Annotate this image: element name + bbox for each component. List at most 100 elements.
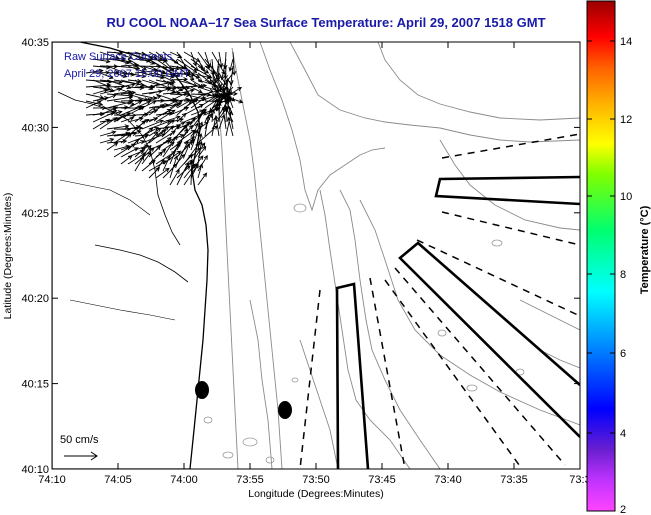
colorbar-tick-label: 8: [620, 269, 626, 281]
current-vector-arrow: [99, 137, 115, 144]
current-vector-arrow: [141, 131, 159, 151]
colorbar-tick-label: 4: [620, 428, 626, 440]
current-vector-arrow: [176, 140, 189, 165]
current-vector-arrow: [106, 142, 119, 151]
current-vector-arrow: [148, 145, 162, 158]
current-vector-arrow: [106, 100, 133, 109]
current-vector-arrow: [127, 78, 143, 84]
current-vector-arrow: [148, 87, 172, 95]
current-vector-arrow: [127, 106, 146, 116]
current-vector-arrow: [85, 100, 102, 109]
current-vector-arrow: [92, 118, 111, 130]
land-area: [52, 42, 209, 469]
current-vector-arrow: [99, 94, 117, 102]
surface-current-vectors: [85, 50, 244, 186]
current-vector-arrow: [162, 155, 171, 172]
current-vector-arrow: [176, 88, 195, 95]
current-vector-arrow: [210, 108, 216, 123]
colorbar-tick-label: 12: [620, 114, 632, 126]
current-vector-arrow: [99, 87, 123, 95]
current-vector-arrow: [155, 65, 180, 71]
current-vector-arrow: [85, 83, 112, 88]
current-vector-arrow: [190, 86, 203, 94]
current-vector-arrow: [183, 163, 196, 179]
current-vector-arrow: [183, 83, 208, 88]
contour-blobs: [203, 203, 525, 464]
radar-sector-dashed-lines: [299, 133, 580, 469]
current-vector-arrow: [113, 143, 136, 158]
current-vector-arrow: [218, 86, 243, 102]
current-vector-arrow: [106, 124, 130, 130]
current-vector-arrow: [113, 72, 128, 78]
y-tick-label: 40:20: [21, 293, 49, 305]
current-vector-arrow: [176, 153, 193, 172]
colorbar-tick-label: 2: [620, 504, 626, 515]
current-vector-arrow: [120, 82, 136, 88]
current-vector-arrow: [155, 167, 170, 179]
current-vector-arrow: [197, 163, 204, 179]
current-vector-arrow: [141, 159, 156, 172]
current-vector-arrow: [176, 138, 195, 158]
colorbar-tick-label: 14: [620, 36, 632, 48]
current-vector-arrow: [148, 127, 162, 137]
current-vector-arrow: [99, 106, 119, 116]
x-axis-label: Longitude (Degrees:Minutes): [248, 488, 383, 500]
current-vector-arrow: [204, 115, 211, 137]
current-vector-arrow: [85, 68, 104, 74]
x-tick-label: 74:05: [104, 474, 132, 486]
current-vector-arrow: [169, 92, 188, 102]
current-vector-arrow: [169, 124, 180, 137]
current-vector-arrow: [225, 110, 233, 137]
river-line-2: [94, 244, 189, 283]
current-vector-arrow: [99, 72, 114, 79]
x-tick-label: 73:55: [236, 474, 264, 486]
current-vector-arrow: [176, 65, 195, 81]
current-vector-arrow: [148, 151, 164, 165]
current-vector-arrow: [162, 72, 181, 78]
current-vector-arrow: [190, 96, 206, 109]
current-vector-arrow: [221, 106, 227, 130]
current-vector-arrow: [141, 119, 164, 130]
current-vector-arrow: [190, 129, 199, 151]
current-vector-arrow: [216, 65, 221, 81]
current-vector-arrow: [197, 172, 208, 186]
current-vector-arrow: [92, 88, 109, 95]
colorbar-tick-label: 10: [620, 191, 632, 203]
x-tick-label: 73:40: [434, 474, 462, 486]
current-vector-arrow: [148, 104, 165, 116]
current-vector-arrow: [106, 95, 134, 102]
current-vector-arrow: [148, 80, 172, 88]
current-vector-arrow: [214, 58, 220, 84]
x-axis-ticks: 74:10 74:05 74:00 73:55 73:50 73:45 73:40 73:35…: [38, 42, 591, 486]
current-vector-arrow: [148, 72, 175, 79]
y-axis-ticks: 40:35 40:30 40:25 40:20 40:15 40:10: [21, 37, 580, 476]
current-vector-arrow: [227, 105, 234, 130]
current-vector-arrow: [148, 166, 160, 179]
current-vector-arrow: [231, 51, 237, 76]
current-vector-arrow: [127, 72, 147, 79]
river-line: [57, 91, 181, 246]
current-vector-arrow: [134, 155, 145, 172]
current-vector-arrow: [190, 155, 204, 172]
current-vector-arrow: [183, 104, 204, 116]
current-vector-arrow: [106, 79, 132, 90]
current-vector-arrow: [190, 108, 207, 130]
current-vector-arrow: [141, 144, 152, 158]
current-vector-arrow: [183, 72, 201, 79]
current-vector-arrow: [228, 58, 234, 72]
current-vector-arrow: [183, 124, 194, 137]
current-vector-arrow: [134, 106, 157, 123]
current-vector-arrow: [141, 133, 166, 144]
current-vector-arrow: [113, 51, 134, 60]
y-tick-label: 40:35: [21, 37, 49, 49]
colorbar: [586, 0, 616, 512]
current-vector-arrow: [134, 68, 159, 74]
current-vector-arrow: [162, 115, 181, 123]
current-vector-arrow: [120, 72, 136, 77]
buoy-marker-2: [278, 401, 292, 419]
current-vector-arrow: [148, 51, 164, 60]
current-vector-arrow: [176, 112, 187, 123]
current-vector-arrow: [169, 168, 180, 186]
current-vector-arrow: [127, 152, 147, 165]
